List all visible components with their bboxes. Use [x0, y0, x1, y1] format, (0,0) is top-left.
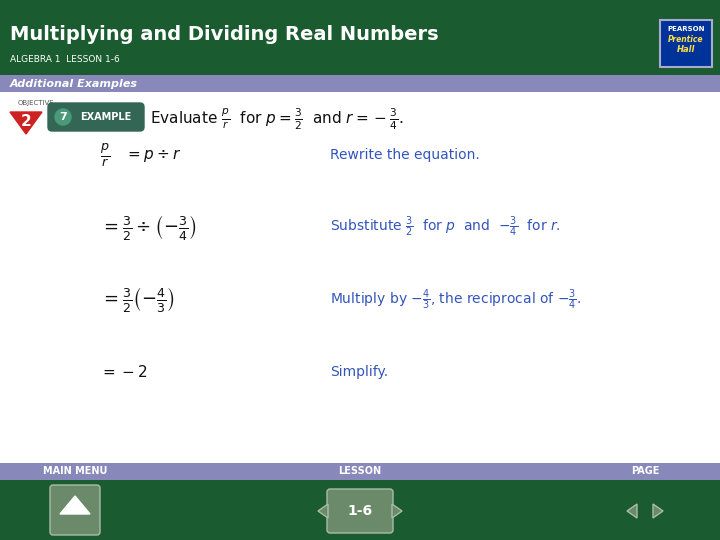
Text: Simplify.: Simplify. [330, 365, 388, 379]
Text: 2: 2 [21, 114, 32, 130]
Bar [0, 463, 720, 480]
Text: $= -2$: $= -2$ [100, 364, 148, 380]
FancyBboxPatch shape [48, 103, 144, 131]
Bar [0, 480, 720, 540]
Polygon shape [10, 112, 42, 134]
Text: PAGE: PAGE [631, 466, 660, 476]
Text: PEARSON: PEARSON [667, 26, 705, 32]
Circle shape [55, 109, 71, 125]
Text: Hall: Hall [677, 45, 696, 55]
Polygon shape [653, 504, 663, 518]
Text: Multiply by $-\frac{4}{3}$, the reciprocal of $-\frac{3}{4}$.: Multiply by $-\frac{4}{3}$, the reciproc… [330, 288, 582, 312]
Text: Additional Examples: Additional Examples [10, 79, 138, 89]
Text: 1-6: 1-6 [348, 504, 372, 518]
FancyBboxPatch shape [327, 489, 393, 533]
Text: Prentice: Prentice [668, 36, 703, 44]
Bar [0, 75, 720, 92]
Bar [0, 0, 720, 75]
Text: Substitute $\frac{3}{2}$  for $p$  and  $-\frac{3}{4}$  for $r$.: Substitute $\frac{3}{2}$ for $p$ and $-\… [330, 215, 561, 239]
Polygon shape [318, 504, 328, 518]
Polygon shape [627, 504, 637, 518]
Text: $= \frac{3}{2}\left(-\frac{4}{3}\right)$: $= \frac{3}{2}\left(-\frac{4}{3}\right)$ [100, 286, 175, 314]
Text: 7: 7 [59, 112, 67, 122]
FancyBboxPatch shape [50, 485, 100, 535]
Text: Multiplying and Dividing Real Numbers: Multiplying and Dividing Real Numbers [10, 25, 438, 44]
Text: EXAMPLE: EXAMPLE [81, 112, 132, 122]
Text: MAIN MENU: MAIN MENU [42, 466, 107, 476]
Text: LESSON: LESSON [338, 466, 382, 476]
Text: $= \frac{3}{2} \div \left(-\frac{3}{4}\right)$: $= \frac{3}{2} \div \left(-\frac{3}{4}\r… [100, 213, 197, 241]
Text: Rewrite the equation.: Rewrite the equation. [330, 148, 480, 162]
Text: $= p \div r$: $= p \div r$ [125, 146, 181, 164]
Text: ALGEBRA 1  LESSON 1-6: ALGEBRA 1 LESSON 1-6 [10, 56, 120, 64]
FancyBboxPatch shape [660, 20, 712, 67]
Text: Evaluate $\frac{p}{r}$  for $p = \frac{3}{2}$  and $r = -\frac{3}{4}$.: Evaluate $\frac{p}{r}$ for $p = \frac{3}… [150, 106, 404, 132]
Text: OBJECTIVE: OBJECTIVE [18, 100, 55, 106]
Polygon shape [60, 496, 90, 514]
Text: $\frac{p}{r}$: $\frac{p}{r}$ [100, 141, 110, 168]
Polygon shape [392, 504, 402, 518]
